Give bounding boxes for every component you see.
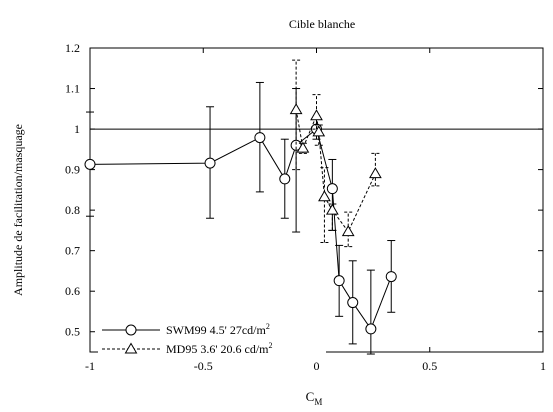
legend: SWM99 4.5' 27cd/m2 MD95 3.6' 20.6 cd/m2 <box>98 319 326 359</box>
data-point-md95 <box>325 203 339 215</box>
legend-marker-swm99 <box>125 324 137 336</box>
y-axis-label-text: Amplitude de facilitation/masquage <box>11 124 25 296</box>
data-point-swm99 <box>254 132 266 144</box>
plot-area: -1 -0.5 0 0.5 1 0.5 0.6 0.7 0.8 0.9 1 1.1 1.2 <box>65 41 546 373</box>
data-point-md95 <box>310 109 323 121</box>
x-axis-label: CM <box>306 389 323 407</box>
data-point-swm99 <box>347 297 359 309</box>
y-tick-label: 0.9 <box>65 163 80 177</box>
data-point-md95 <box>296 141 310 153</box>
x-tick-label: 0 <box>314 359 320 373</box>
legend-label-md95: MD95 3.6' 20.6 cd/m2 <box>166 341 273 356</box>
y-tick-label: 0.6 <box>65 284 80 298</box>
data-point-swm99 <box>385 271 397 283</box>
y-tick-label: 0.8 <box>65 203 80 217</box>
data-point-swm99 <box>279 173 291 185</box>
x-tick-label: -1 <box>85 359 95 373</box>
data-point-swm99 <box>365 323 377 335</box>
x-tick-label: 1 <box>540 359 546 373</box>
data-point-md95 <box>289 103 303 115</box>
data-point-md95 <box>369 167 382 179</box>
data-point-swm99 <box>333 275 345 287</box>
legend-marker-md95 <box>124 342 138 354</box>
data-point-swm99 <box>204 157 216 169</box>
data-point-md95 <box>312 125 326 137</box>
y-tick-label: 1.2 <box>65 41 80 55</box>
x-axis-label-subscript: M <box>314 397 322 407</box>
y-tick-label: 1.1 <box>65 82 80 96</box>
x-tick-label: -0.5 <box>194 359 213 373</box>
legend-label-swm99: SWM99 4.5' 27cd/m2 <box>166 322 270 337</box>
plot-frame <box>89 47 544 353</box>
x-tick-label: 0.5 <box>422 359 437 373</box>
y-axis-label: Amplitude de facilitation/masquage <box>11 124 25 296</box>
y-tick-label: 0.7 <box>65 244 80 258</box>
x-axis-label-main: C <box>306 389 315 404</box>
y-tick-label: 1 <box>74 122 80 136</box>
data-point-md95 <box>341 225 355 237</box>
data-point-swm99 <box>326 183 338 195</box>
data-point-swm99 <box>84 158 96 170</box>
data-point-md95 <box>318 190 331 202</box>
chart-title: Cible blanche <box>289 17 355 31</box>
y-tick-label: 0.5 <box>65 325 80 339</box>
